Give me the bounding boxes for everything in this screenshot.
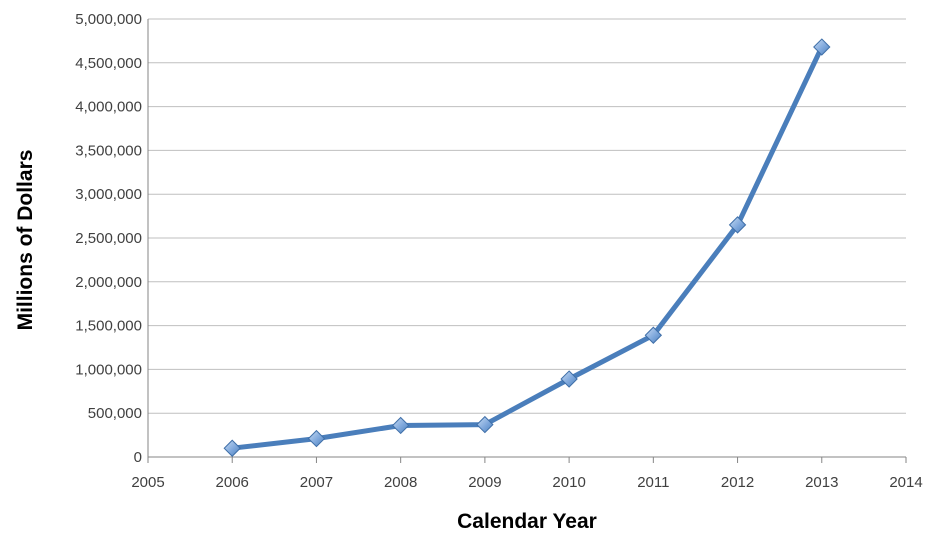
x-tick-label: 2011 <box>637 474 669 491</box>
y-tick-label: 3,500,000 <box>75 142 142 159</box>
y-tick-label: 2,000,000 <box>75 274 142 291</box>
x-tick-label: 2008 <box>384 474 417 491</box>
x-axis-title: Calendar Year <box>457 510 597 533</box>
y-tick-label: 5,000,000 <box>75 11 142 28</box>
y-tick-label: 2,500,000 <box>75 230 142 247</box>
x-tick-label: 2009 <box>468 474 501 491</box>
y-axis-tick-labels: 0 500,000 1,000,000 1,500,000 2,000,000 2,500… <box>75 11 142 466</box>
y-tick-label: 1,500,000 <box>75 318 142 335</box>
data-point-marker <box>476 415 494 434</box>
data-point-marker <box>644 326 663 344</box>
y-tick-label: 3,000,000 <box>75 186 142 203</box>
data-point-marker <box>391 416 410 435</box>
x-tick-label: 2007 <box>300 474 333 491</box>
series-line <box>229 44 825 451</box>
x-tick-label: 2006 <box>216 474 249 491</box>
y-tick-label: 500,000 <box>88 405 142 422</box>
y-axis-title: Millions of Dollars <box>14 150 37 331</box>
y-tick-label: 1,000,000 <box>75 361 142 378</box>
data-point-marker <box>223 439 241 457</box>
x-tick-label: 2012 <box>721 474 754 491</box>
gridlines <box>148 18 906 414</box>
data-points <box>223 38 831 457</box>
data-point-marker <box>813 38 831 56</box>
y-tick-label: 4,000,000 <box>75 99 142 116</box>
data-point-marker <box>728 216 747 234</box>
series-line-path <box>229 44 825 451</box>
x-tick-label: 2013 <box>805 474 838 491</box>
data-point-marker <box>307 429 326 448</box>
x-tick-label: 2010 <box>552 474 585 491</box>
x-tick-label: 2014 <box>889 474 922 491</box>
y-tick-label: 0 <box>134 449 142 466</box>
y-tick-label: 4,500,000 <box>75 55 142 72</box>
data-point-marker <box>560 370 578 388</box>
x-axis-tick-labels: 2005 2006 2007 2008 2009 2010 2011 2012 2013 2014 <box>131 474 922 491</box>
x-tick-label: 2005 <box>131 474 164 491</box>
axes <box>147 19 907 463</box>
